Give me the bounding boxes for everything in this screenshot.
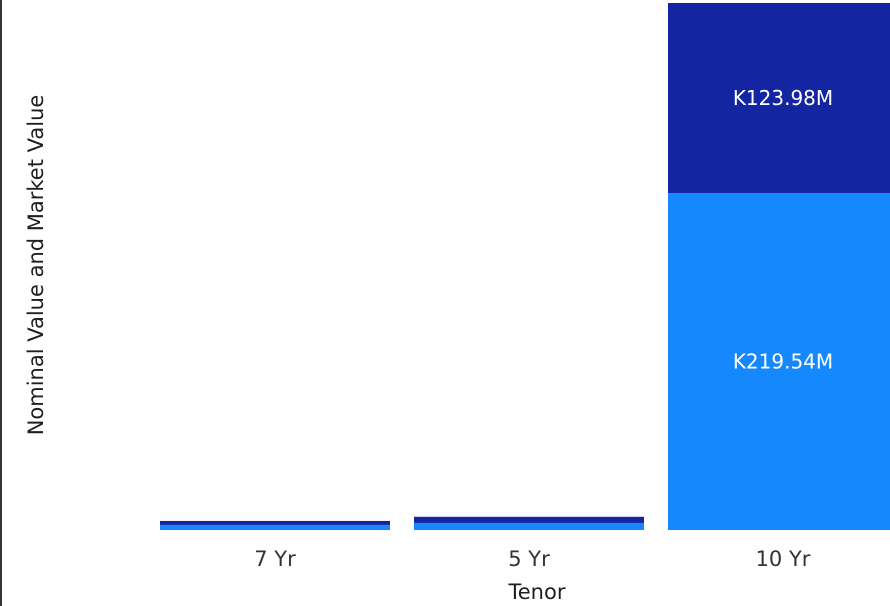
data-label-10-yr-1: K123.98M [733, 86, 833, 110]
bar-segment-5-yr-0[interactable] [414, 522, 644, 530]
bar-segment-10-yr-1[interactable] [668, 3, 890, 194]
bar-segment-7-yr-0[interactable] [160, 524, 390, 530]
bar-labels-layer: K219.54M K123.98M [733, 86, 833, 374]
bars-layer [160, 3, 890, 530]
data-label-10-yr-0: K219.54M [733, 350, 833, 374]
left-border [0, 0, 2, 606]
x-tick-5-yr: 5 Yr [508, 547, 550, 571]
x-axis-title: Tenor [508, 580, 566, 604]
bar-segment-10-yr-0[interactable] [668, 193, 890, 530]
x-tick-7-yr: 7 Yr [254, 547, 296, 571]
x-tick-10-yr: 10 Yr [756, 547, 811, 571]
x-tick-labels: 7 Yr 5 Yr 10 Yr [254, 547, 811, 571]
y-axis-title: Nominal Value and Market Value [24, 95, 48, 436]
bar-segment-5-yr-1[interactable] [414, 516, 644, 523]
bar-segment-7-yr-1[interactable] [160, 520, 390, 525]
